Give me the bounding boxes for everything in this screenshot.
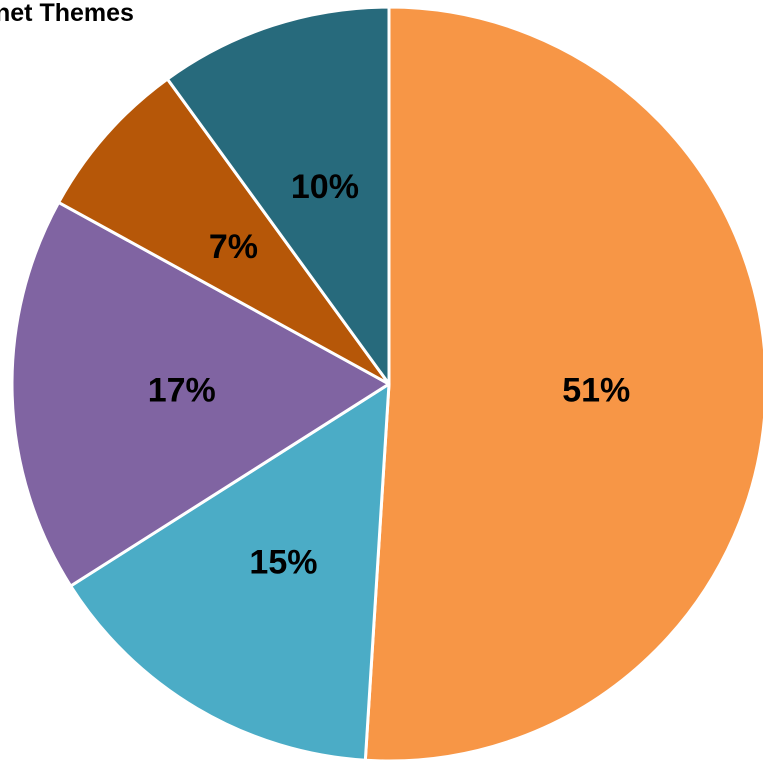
pie-slice-1 bbox=[69, 382, 391, 762]
pie-slice-label-0: 51% bbox=[562, 372, 630, 410]
pie-slice-3 bbox=[57, 77, 391, 386]
pie-labels: 51% 15% 17% 7% 10% bbox=[148, 168, 631, 582]
pie-slice-4 bbox=[165, 5, 391, 386]
pie-slices bbox=[10, 5, 763, 763]
pie-slice-2 bbox=[10, 200, 391, 588]
chart-title: …net Themes bbox=[0, 0, 134, 27]
pie-slice-label-1: 15% bbox=[249, 543, 317, 581]
pie-slice-label-4: 10% bbox=[291, 168, 359, 206]
pie-slice-label-3: 7% bbox=[209, 228, 258, 266]
pie-slice-0 bbox=[363, 5, 763, 763]
pie-slice-label-2: 17% bbox=[148, 372, 216, 410]
